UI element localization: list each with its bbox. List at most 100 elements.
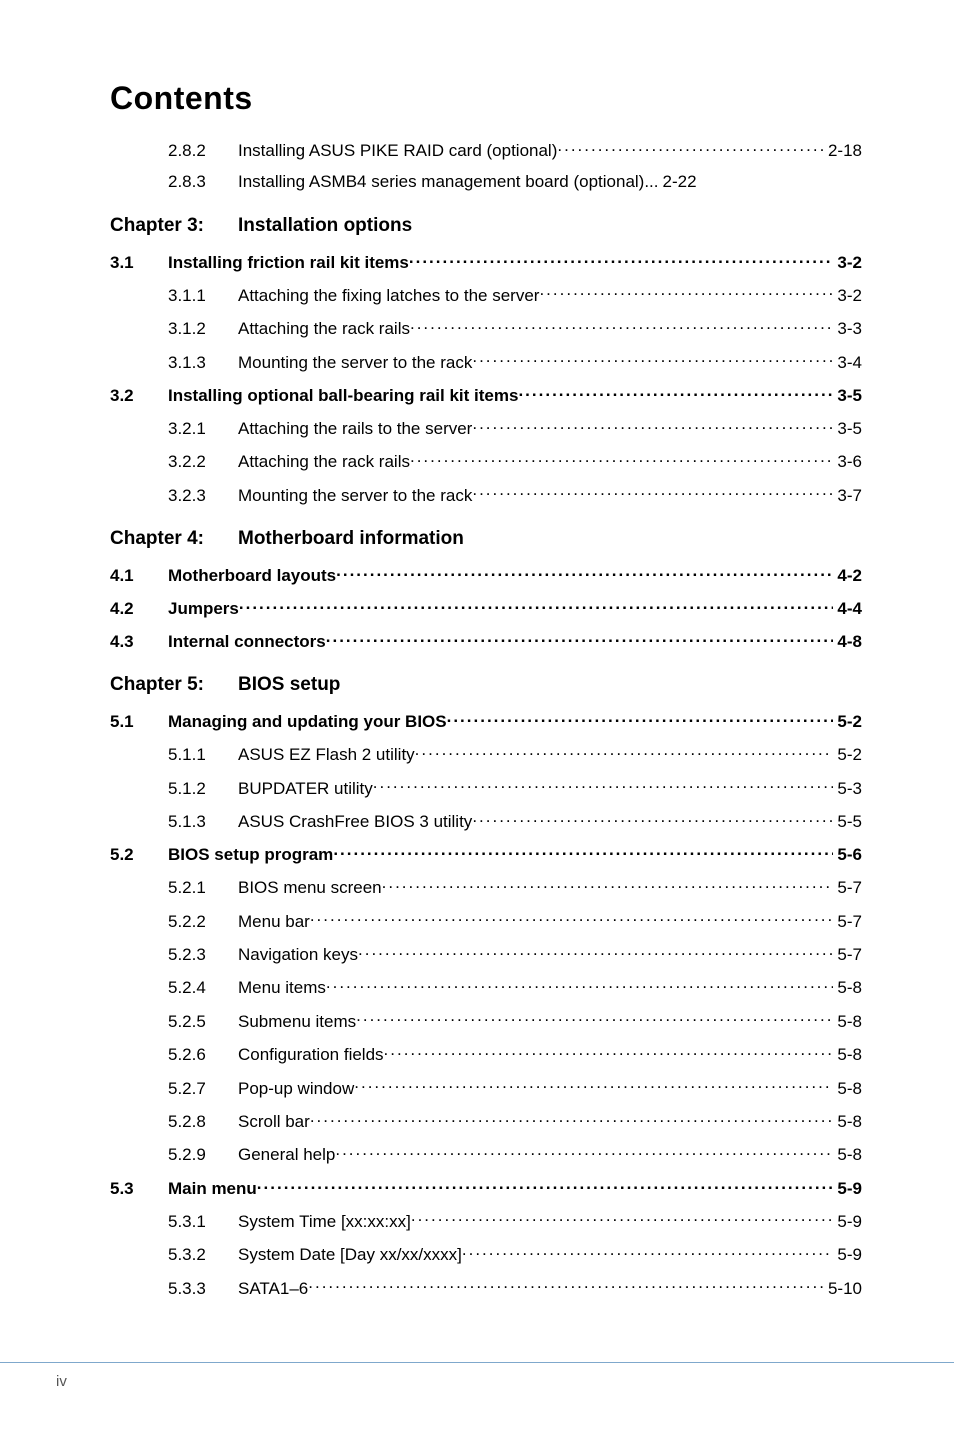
toc-section: 3.2Installing optional ball-bearing rail… [110, 384, 862, 406]
toc-leader-dots [333, 843, 833, 860]
toc-subsection: 3.1.3Mounting the server to the rack3-4 [110, 351, 862, 373]
toc-section-label: Main menu [168, 1179, 257, 1199]
toc-section-label: Installing friction rail kit items [168, 253, 409, 273]
toc-section-number: 5.2 [110, 845, 168, 865]
toc-section-number: 5.3 [110, 1179, 168, 1199]
toc-page-number: 5-9 [833, 1212, 862, 1232]
toc-section: 3.1Installing friction rail kit items3-2 [110, 251, 862, 273]
toc-subsection-number: 3.2.2 [168, 452, 238, 472]
toc-subsection-label: BUPDATER utility [238, 779, 373, 799]
toc-page-number: 3-6 [833, 452, 862, 472]
toc-subsection-number: 5.2.6 [168, 1045, 238, 1065]
toc-leader-dots [462, 1243, 834, 1260]
toc-section-number: 5.1 [110, 712, 168, 732]
toc-leader-dots [472, 810, 833, 827]
toc-section-number: 4.2 [110, 599, 168, 619]
toc-leader-dots [518, 384, 833, 401]
toc-leader-dots [336, 564, 833, 581]
toc-chapter-title: Installation options [238, 215, 412, 237]
toc-leader-dots [308, 1277, 824, 1294]
toc-page-number: 5-8 [833, 1145, 862, 1165]
toc-subsection-label: Configuration fields [238, 1045, 384, 1065]
toc-subsection-number: 3.1.3 [168, 353, 238, 373]
toc-page-number: 4-8 [833, 632, 862, 652]
toc-subsection-number: 5.2.9 [168, 1145, 238, 1165]
toc-subsection: 2.8.2Installing ASUS PIKE RAID card (opt… [110, 139, 862, 161]
toc-leader-dots [410, 317, 833, 334]
toc-subsection-number: 5.2.5 [168, 1012, 238, 1032]
toc-subsection-number: 5.1.1 [168, 745, 238, 765]
toc-subsection-label: ASUS EZ Flash 2 utility [238, 745, 415, 765]
toc-subsection-label: General help [238, 1145, 335, 1165]
toc-page-number: 3-3 [833, 319, 862, 339]
toc-subsection: 3.2.1Attaching the rails to the server3-… [110, 417, 862, 439]
toc-leader-dots [310, 1110, 834, 1127]
toc-chapter: Chapter 4:Motherboard information [110, 528, 862, 550]
toc-subsection-number: 5.2.7 [168, 1079, 238, 1099]
toc-subsection-number: 5.2.2 [168, 912, 238, 932]
toc-page-number: 5-8 [833, 978, 862, 998]
toc-leader-dots [257, 1177, 834, 1194]
toc-subsection-label: Menu items [238, 978, 326, 998]
toc-page-number: 4-4 [833, 599, 862, 619]
toc-page-number: 5-5 [833, 812, 862, 832]
toc-subsection-label: Menu bar [238, 912, 310, 932]
toc-chapter: Chapter 5:BIOS setup [110, 674, 862, 696]
toc-subsection-number: 2.8.3 [168, 172, 238, 192]
toc-page-number: 3-5 [833, 386, 862, 406]
toc-subsection-number: 5.3.1 [168, 1212, 238, 1232]
toc-leader-dots [326, 976, 834, 993]
toc-page-number: 5-7 [833, 945, 862, 965]
toc-subsection-label: BIOS menu screen [238, 878, 382, 898]
toc-section-label: Motherboard layouts [168, 566, 336, 586]
toc-subsection-label: Attaching the rails to the server [238, 419, 472, 439]
toc-subsection: 5.1.1ASUS EZ Flash 2 utility5-2 [110, 743, 862, 765]
toc-subsection-number: 5.2.8 [168, 1112, 238, 1132]
toc-subsection-label: Navigation keys [238, 945, 358, 965]
toc-subsection-number: 3.1.2 [168, 319, 238, 339]
toc-subsection: 3.1.2Attaching the rack rails3-3 [110, 317, 862, 339]
toc-subsection-number: 5.1.3 [168, 812, 238, 832]
toc-subsection-number: 5.2.1 [168, 878, 238, 898]
toc-subsection-label: System Date [Day xx/xx/xxxx] [238, 1245, 462, 1265]
toc-subsection-label: ASUS CrashFree BIOS 3 utility [238, 812, 472, 832]
toc-subsection: 3.2.2Attaching the rack rails3-6 [110, 450, 862, 472]
toc-subsection-label: Scroll bar [238, 1112, 310, 1132]
toc-page-number: 5-3 [833, 779, 862, 799]
page-title: Contents [110, 80, 862, 117]
toc-page-number: 5-8 [833, 1045, 862, 1065]
toc-subsection: 5.2.2Menu bar5-7 [110, 910, 862, 932]
toc-leader-dots [415, 743, 834, 760]
toc-subsection: 2.8.3Installing ASMB4 series management … [110, 172, 862, 192]
toc-page-number: 3-7 [833, 486, 862, 506]
toc-chapter-title: BIOS setup [238, 674, 340, 696]
toc-leader-dots [354, 1077, 833, 1094]
toc-subsection: 5.2.3Navigation keys5-7 [110, 943, 862, 965]
toc-subsection: 5.3.1System Time [xx:xx:xx]5-9 [110, 1210, 862, 1232]
toc-leader-dots [310, 910, 834, 927]
footer-page-number: iv [56, 1373, 954, 1390]
footer: iv [0, 1362, 954, 1390]
toc-subsection: 5.1.2BUPDATER utility5-3 [110, 777, 862, 799]
toc-leader-dots [472, 484, 833, 501]
toc-section-label: BIOS setup program [168, 845, 333, 865]
toc-leader-dots [539, 284, 833, 301]
toc-leader-dots [557, 139, 824, 156]
toc-subsection: 5.2.4Menu items 5-8 [110, 976, 862, 998]
toc-page-number: 5-9 [833, 1245, 862, 1265]
toc-section-label: Installing optional ball-bearing rail ki… [168, 386, 518, 406]
toc-section: 5.3Main menu5-9 [110, 1177, 862, 1199]
toc-page-number: 5-10 [824, 1279, 862, 1299]
toc-section: 5.1Managing and updating your BIOS5-2 [110, 710, 862, 732]
toc-section-label: Jumpers [168, 599, 239, 619]
toc-subsection: 5.1.3ASUS CrashFree BIOS 3 utility 5-5 [110, 810, 862, 832]
toc-page-number: 5-8 [833, 1079, 862, 1099]
toc-page-number: 5-8 [833, 1112, 862, 1132]
toc-subsection: 5.3.3SATA1–65-10 [110, 1277, 862, 1299]
toc-section: 4.1Motherboard layouts4-2 [110, 564, 862, 586]
toc-section-number: 4.1 [110, 566, 168, 586]
toc-chapter: Chapter 3:Installation options [110, 215, 862, 237]
toc-subsection: 5.2.9General help 5-8 [110, 1143, 862, 1165]
toc-subsection: 5.2.5Submenu items5-8 [110, 1010, 862, 1032]
toc-subsection-number: 5.2.4 [168, 978, 238, 998]
